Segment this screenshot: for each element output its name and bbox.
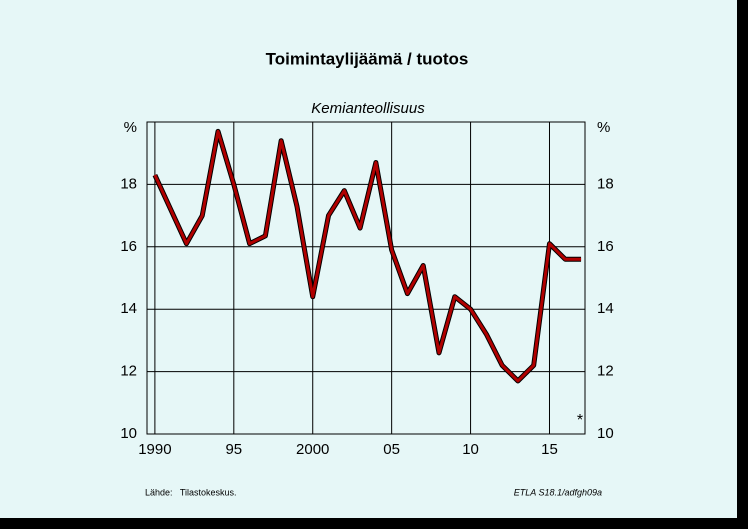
line: [153, 129, 582, 383]
x-tick-label: 95: [225, 441, 242, 458]
y-tick-label: 12: [120, 363, 137, 380]
x-tick-label: 15: [541, 441, 558, 458]
chart-subtitle: Kemianteollisuus: [311, 100, 425, 117]
chart-title: Toimintaylijäämä / tuotos: [266, 49, 469, 68]
y-tick-label: 10: [120, 425, 137, 442]
y2-tick-label: 14: [597, 300, 614, 317]
code: ETLA S18.1/adfgh09a: [514, 487, 602, 497]
background: [0, 0, 737, 518]
x-tick-label: 1990: [138, 441, 171, 458]
source: Lähde: Tilastokeskus.: [145, 487, 237, 497]
annotation: *: [577, 412, 583, 429]
y-tick-label: 14: [120, 300, 137, 317]
y2-tick-label: 18: [597, 175, 614, 192]
y2-tick-label: %: [597, 119, 610, 136]
x-tick-label: 05: [383, 441, 400, 458]
x-tick-label: 2000: [296, 441, 329, 458]
x-tick-label: 10: [462, 441, 479, 458]
y-tick-label: 18: [120, 175, 137, 192]
y-tick-label: %: [124, 119, 137, 136]
y2-tick-label: 16: [597, 238, 614, 255]
y-tick-label: 16: [120, 238, 137, 255]
plot-frame: [146, 121, 586, 435]
y2-tick-label: 10: [597, 425, 614, 442]
y2-tick-label: 12: [597, 363, 614, 380]
